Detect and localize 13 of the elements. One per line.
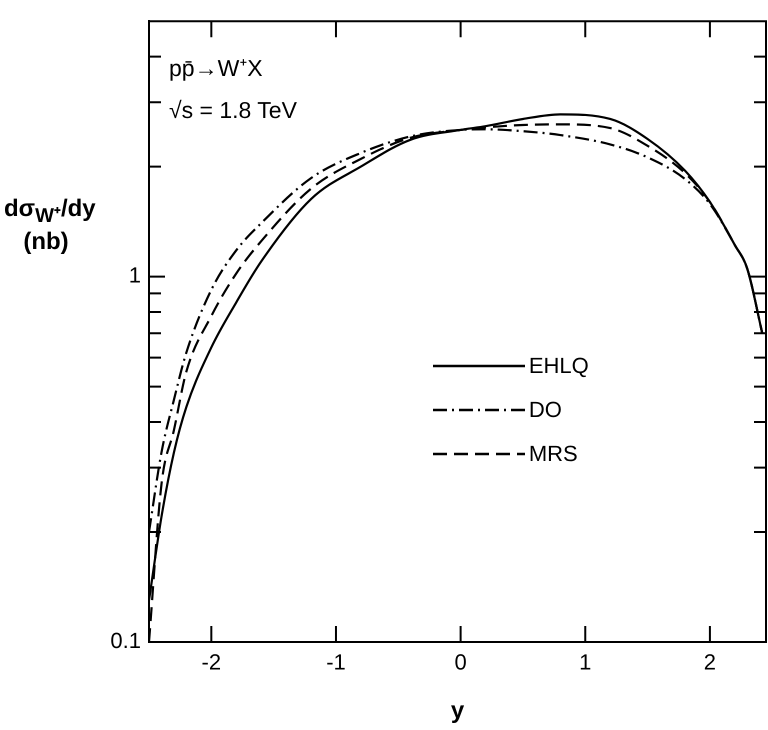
legend-label: DO: [528, 397, 562, 424]
y-axis-title: dσ$_{W⁺}$/dy (nb): [4, 195, 96, 256]
x-tick-label: 0: [454, 649, 467, 674]
legend-label: EHLQ: [528, 353, 589, 380]
x-axis-title: y: [450, 697, 465, 724]
x-tick-label: 2: [704, 649, 716, 674]
y-tick-label: 0.1: [110, 628, 141, 654]
annotation: pp̄→W⁺X: [169, 54, 263, 84]
x-tick-label: -1: [326, 649, 346, 674]
legend-label: MRS: [528, 441, 578, 468]
annotation: √s = 1.8 TeV: [169, 97, 297, 124]
x-tick-label: -2: [202, 649, 222, 674]
x-tick-label: 1: [579, 649, 592, 674]
